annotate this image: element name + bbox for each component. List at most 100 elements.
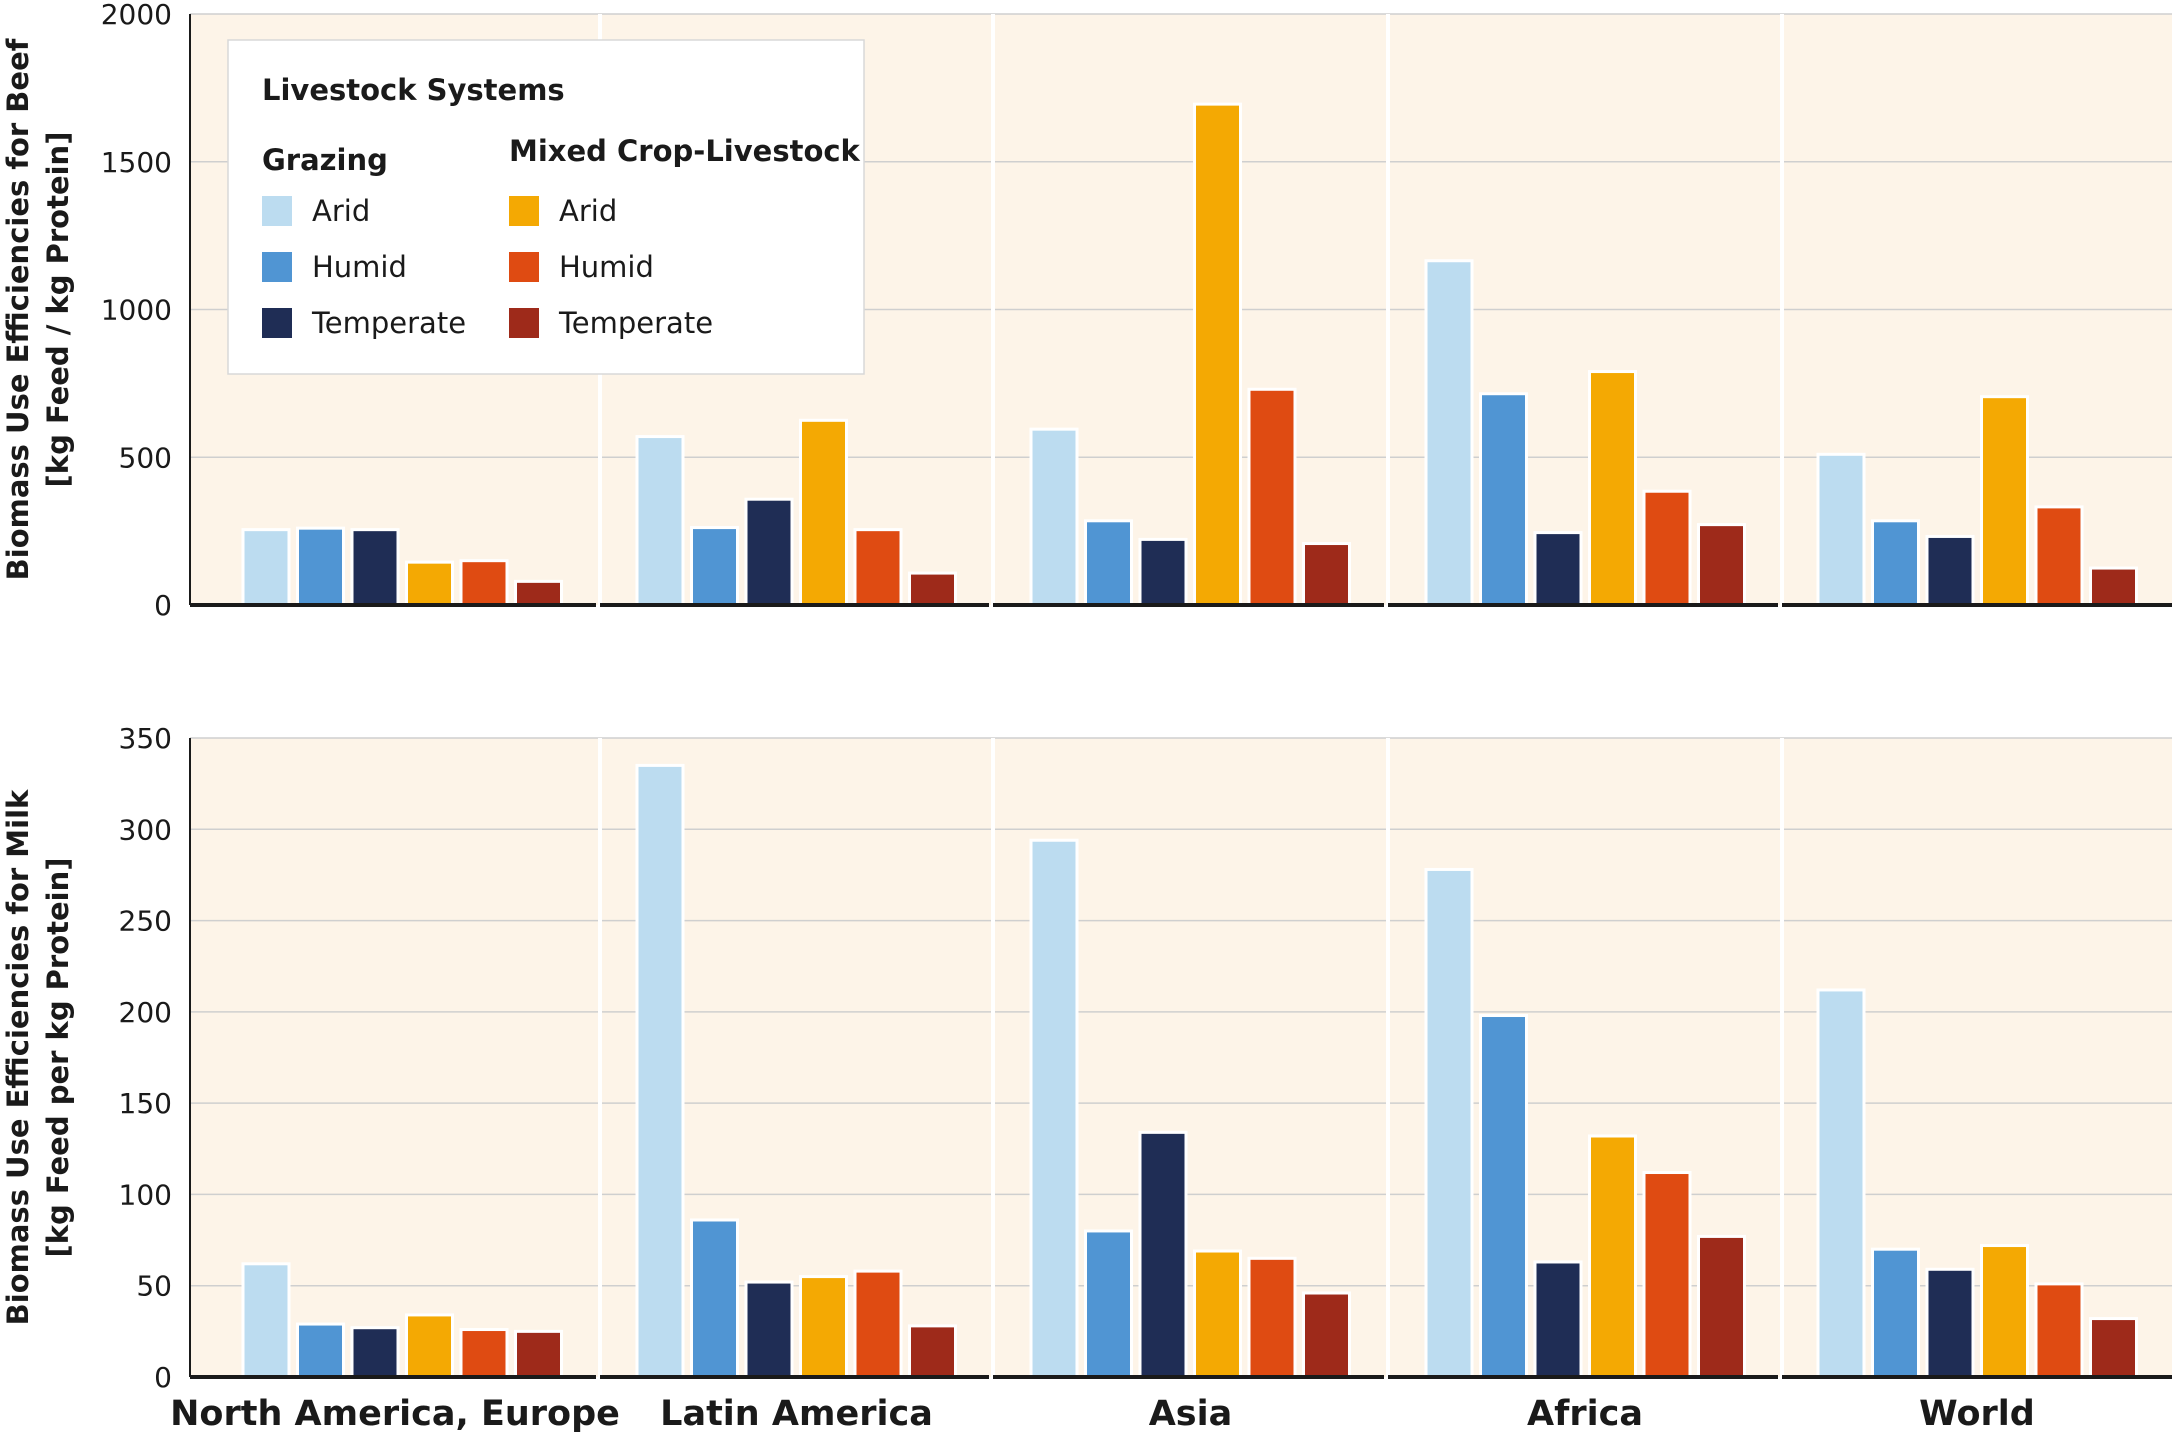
beef-y-tick-label: 0 [154, 589, 172, 622]
milk-y-tick-label: 150 [119, 1087, 172, 1120]
milk-y-axis-title: Biomass Use Efficiencies for Milk [kg Fee… [1, 789, 75, 1325]
legend-item-label: Arid [559, 194, 617, 228]
beef-bar [514, 579, 563, 607]
milk-bar [690, 1218, 739, 1379]
beef-bar [1980, 395, 2029, 607]
beef-bar [799, 418, 848, 607]
legend: Livestock Systems Grazing Arid Humid Tempera… [227, 39, 865, 375]
beef-bar [405, 560, 454, 607]
beef-bar [1247, 387, 1297, 607]
milk-bar [1980, 1244, 2029, 1379]
beef-bar [1084, 519, 1133, 607]
legend-swatch [509, 196, 539, 226]
beef-bar [1193, 102, 1242, 607]
milk-bar [1084, 1229, 1133, 1379]
milk-bar [1138, 1130, 1188, 1379]
beef-bar [1533, 531, 1583, 607]
beef-bar [350, 528, 400, 607]
milk-bar [296, 1322, 345, 1379]
legend-item-label: Arid [312, 194, 370, 228]
legend-item-label: Temperate [311, 306, 466, 340]
beef-bar [1029, 427, 1079, 607]
beef-bar [296, 526, 345, 607]
milk-bar [459, 1328, 509, 1379]
legend-swatch [262, 196, 292, 226]
legend-item-label: Temperate [558, 306, 713, 340]
milk-bar [405, 1313, 454, 1379]
legend-item-label: Humid [312, 250, 407, 284]
legend-box [227, 39, 865, 375]
legend-swatch [262, 252, 292, 282]
legend-group-title: Grazing [262, 143, 388, 177]
milk-bar [1302, 1291, 1351, 1379]
beef-bar [1816, 452, 1866, 607]
legend-title: Livestock Systems [262, 73, 565, 107]
beef-bar [1138, 537, 1188, 607]
milk-y-tick-label: 0 [154, 1361, 172, 1394]
region-label: Latin America [660, 1394, 933, 1434]
milk-y-tick-label: 100 [119, 1178, 172, 1211]
beef-chart: 0 500 1000 1500 2000 Biomass Use Efficiencies… [1, 0, 2172, 622]
region-label: Africa [1527, 1394, 1643, 1434]
region-label: World [1919, 1394, 2035, 1434]
legend-group-title: Mixed Crop-Livestock [509, 134, 861, 168]
milk-y-tick-label: 50 [136, 1270, 172, 1303]
milk-bar [853, 1269, 903, 1379]
milk-bar [1871, 1247, 1920, 1379]
beef-bar [744, 497, 794, 607]
milk-y-tick-label: 350 [119, 722, 172, 755]
beef-bar [1697, 523, 1746, 607]
legend-swatch [509, 252, 539, 282]
milk-bar [1029, 838, 1079, 1379]
milk-bar [2089, 1317, 2138, 1379]
milk-bar [514, 1329, 563, 1379]
milk-bar [744, 1280, 794, 1379]
milk-bar [1642, 1171, 1692, 1379]
milk-y-axis-title-line: [kg Feed per kg Protein] [41, 857, 75, 1257]
milk-bar [2034, 1282, 2084, 1379]
milk-bar [241, 1262, 291, 1379]
beef-bar [1925, 534, 1975, 607]
milk-bar [635, 763, 685, 1379]
milk-bar [1697, 1234, 1746, 1379]
milk-y-tick-label: 250 [119, 905, 172, 938]
milk-y-tick-label: 300 [119, 813, 172, 846]
milk-chart: 0 50 100 150 200 250 300 350 Biomass Use Efficie… [1, 722, 2172, 1434]
legend-item-label: Humid [559, 250, 654, 284]
beef-bar [635, 435, 685, 607]
milk-y-axis-title-line: Biomass Use Efficiencies for Milk [1, 789, 35, 1325]
region-label: North America, Europe [170, 1394, 620, 1434]
milk-bar [908, 1324, 957, 1379]
beef-bar [2089, 566, 2138, 607]
region-label: Asia [1149, 1394, 1233, 1434]
milk-bar [1193, 1249, 1242, 1379]
beef-y-axis-title-line: [kg Feed / kg Protein] [41, 132, 75, 488]
milk-bar [1247, 1256, 1297, 1379]
legend-swatch [509, 308, 539, 338]
milk-bar [1816, 988, 1866, 1379]
beef-bar [1642, 489, 1692, 607]
milk-bar [799, 1275, 848, 1379]
beef-bar [690, 526, 739, 607]
beef-y-tick-label: 1000 [101, 294, 172, 327]
beef-bar [1479, 392, 1528, 607]
milk-y-tick-label: 200 [119, 996, 172, 1029]
beef-bar [2034, 505, 2084, 607]
beef-bar [908, 571, 957, 607]
milk-bar [1588, 1134, 1637, 1379]
beef-bar [1302, 542, 1351, 607]
beef-y-axis-title: Biomass Use Efficiencies for Beef [kg Fee… [1, 38, 75, 580]
beef-y-tick-label: 2000 [101, 0, 172, 31]
beef-bar [1424, 259, 1474, 607]
beef-y-axis-title-line: Biomass Use Efficiencies for Beef [1, 38, 35, 580]
beef-y-tick-label: 500 [119, 441, 172, 474]
milk-bar [1424, 867, 1474, 1379]
beef-bar [1871, 519, 1920, 607]
beef-y-tick-label: 1500 [101, 146, 172, 179]
milk-bar [1925, 1267, 1975, 1379]
beef-bar [1588, 370, 1637, 607]
legend-swatch [262, 308, 292, 338]
beef-bar [459, 559, 509, 607]
milk-bar [350, 1326, 400, 1379]
